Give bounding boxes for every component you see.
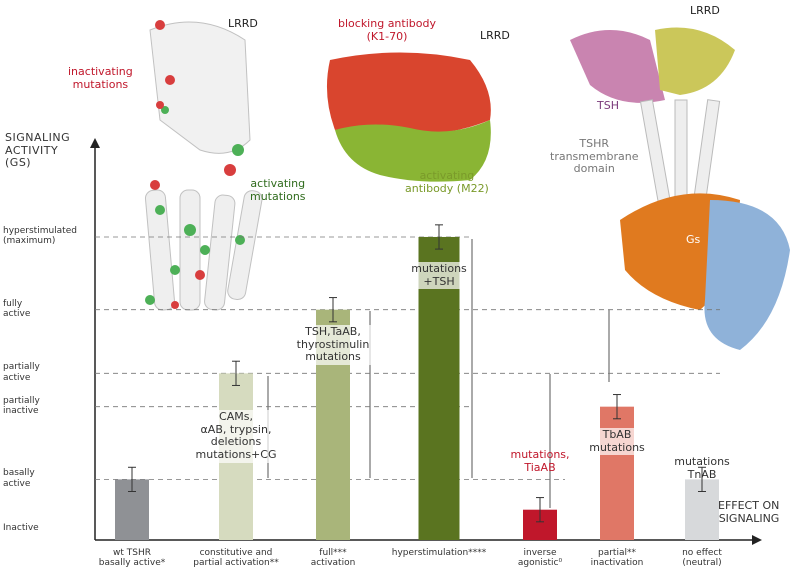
annotation: TSH <box>597 99 619 112</box>
x-tick-label: no effect (neutral) <box>682 548 722 569</box>
y-tick-label: hyperstimulated (maximum) <box>3 225 77 247</box>
receptor-structure-left <box>144 20 263 311</box>
bar-label: mutations +TSH <box>409 262 469 290</box>
x-tick-label: inverse agonistic⁰ <box>517 548 563 569</box>
y-tick-label: Inactive <box>3 522 39 533</box>
annotation: LRRD <box>690 4 720 17</box>
bar-label: TbAB mutations <box>587 428 647 456</box>
annotation: Gs <box>686 233 701 246</box>
x-axis-title: EFFECT ON SIGNALING <box>718 499 780 525</box>
bar <box>600 406 634 540</box>
y-tick-label: fully active <box>3 298 31 320</box>
annotation: blocking antibody (K1-70) <box>338 17 436 43</box>
y-tick-label: partially inactive <box>3 395 40 416</box>
y-axis-title: SIGNALING ACTIVITY (GS) <box>5 131 71 170</box>
bar-label: TSH,TaAB, thyrostimulin mutations <box>294 325 372 365</box>
y-tick-label: basally active <box>3 468 35 489</box>
x-tick-label: constitutive and partial activation** <box>193 548 279 569</box>
tsh-gs-structure <box>570 27 790 350</box>
annotation: LRRD <box>228 17 258 30</box>
y-axis-arrow <box>90 138 100 148</box>
x-tick-label: wt TSHR basally active* <box>98 548 166 569</box>
annotation: LRRD <box>480 29 510 42</box>
x-axis-arrow <box>752 535 762 545</box>
bar-label: CAMs, αAB, trypsin, deletions mutations+… <box>193 410 279 463</box>
antibody-structure <box>326 52 491 182</box>
x-tick-label: full*** activation <box>310 548 356 569</box>
x-tick-label: hyperstimulation**** <box>391 548 487 558</box>
annotation: activating mutations <box>250 177 306 203</box>
annotation: inactivating mutations <box>68 65 133 91</box>
bar-label: mutations TnAB <box>674 455 730 481</box>
x-tick-label: partial** inactivation <box>590 548 644 569</box>
bar-label: mutations, TiaAB <box>510 448 570 474</box>
annotation: activating antibody (M22) <box>405 169 489 195</box>
y-tick-label: partially active <box>3 362 40 383</box>
annotation: TSHR transmembrane domain <box>550 137 639 176</box>
